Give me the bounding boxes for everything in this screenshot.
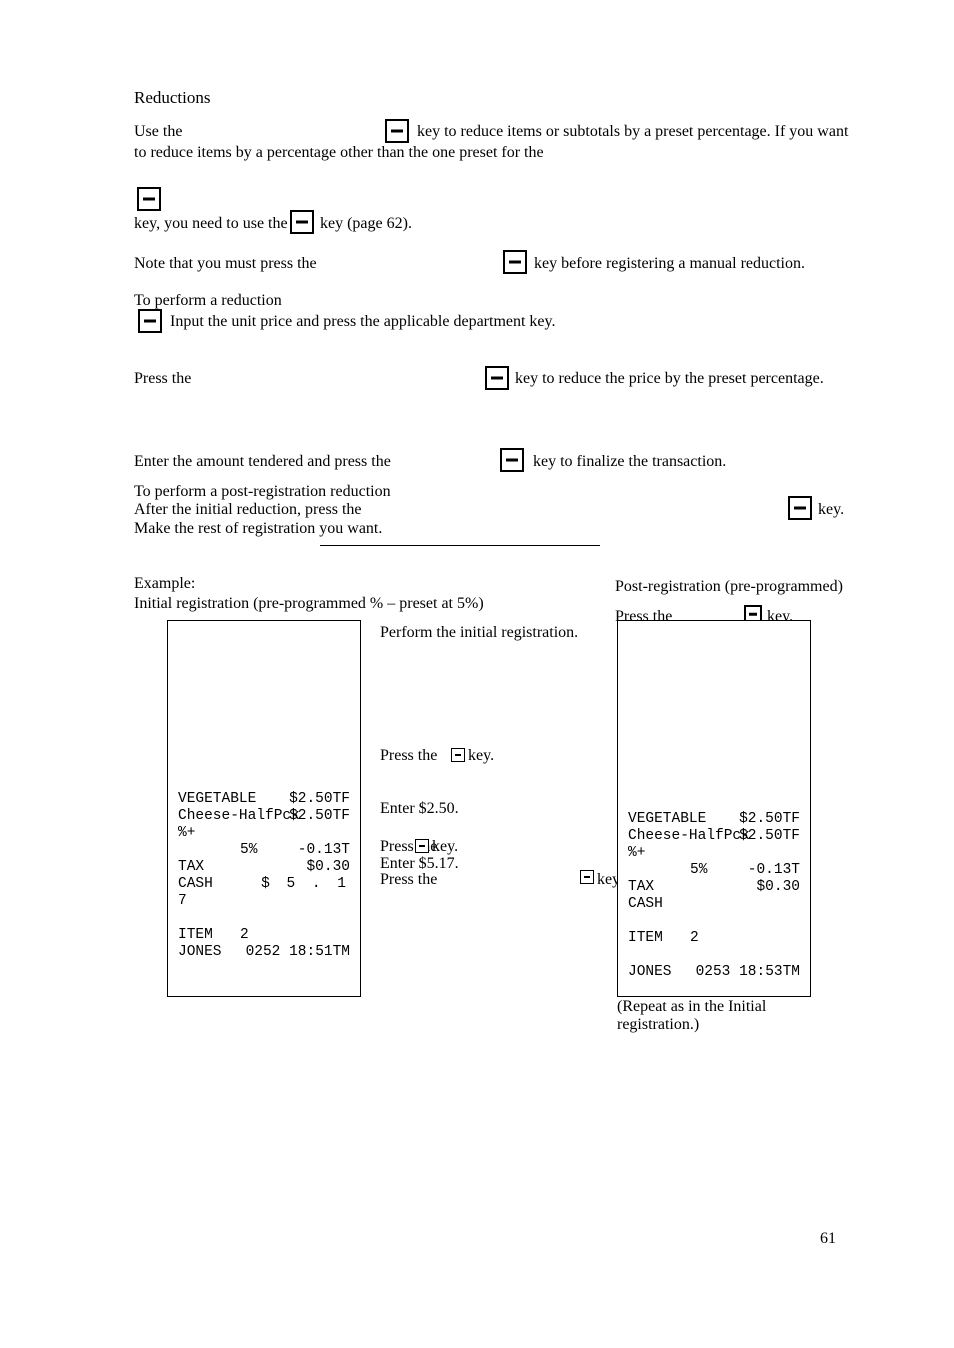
bullet-key-icon xyxy=(138,309,162,333)
section-b-title: To perform a post-registration reduction xyxy=(134,483,391,501)
r-right: $2.50TF xyxy=(739,828,800,845)
r-right: 0252 18:51TM xyxy=(246,944,350,961)
r-left: %+ xyxy=(178,825,195,842)
r-mid: 2 xyxy=(690,930,699,947)
mid-step-press-1b: key. xyxy=(468,747,494,765)
bullet-b-1b: key. xyxy=(818,501,844,519)
bullet-a-2-pre: Press the xyxy=(134,370,191,388)
r-mid: 2 xyxy=(240,927,249,944)
r-left: VEGETABLE xyxy=(628,811,706,828)
minus-key-icon xyxy=(451,748,465,762)
r-right: $2.50TF xyxy=(289,808,350,825)
r-right: $0.30 xyxy=(756,879,800,896)
r-right: $0.30 xyxy=(306,859,350,876)
intro-1a: Use the xyxy=(134,123,182,141)
bullet-b-1a: After the initial reduction, press the xyxy=(134,501,361,519)
r-left: Cheese-HalfPck xyxy=(178,808,300,825)
r-mid: 5% xyxy=(690,862,707,879)
bullet-a-3b: key to finalize the transaction. xyxy=(533,453,726,471)
minus-key-icon xyxy=(385,119,409,143)
r-left: VEGETABLE xyxy=(178,791,256,808)
r-left: CASH xyxy=(178,876,213,893)
r-left: %+ xyxy=(628,845,645,862)
r-left: ITEM xyxy=(178,927,213,944)
right-step-2: (Repeat as in the Initial registration.) xyxy=(617,998,812,1034)
minus-key-icon xyxy=(500,448,524,472)
minus-key-icon xyxy=(580,870,594,884)
minus-key-icon xyxy=(290,210,314,234)
minus-key-icon xyxy=(415,839,429,853)
mid-step-press-3a: Press the xyxy=(380,871,437,889)
mid-step-press-1a: Press the xyxy=(380,747,437,765)
bullet-a-2-post: key to reduce the price by the preset pe… xyxy=(515,370,824,388)
r-right: $2.50TF xyxy=(739,811,800,828)
minus-key-icon xyxy=(788,496,812,520)
receipt-right: VEGETABLE $2.50TF Cheese-HalfPck$2.50TF %… xyxy=(617,620,811,997)
r-left: ITEM xyxy=(628,930,663,947)
bullet-a-1: Input the unit price and press the appli… xyxy=(170,313,556,331)
intro-note-b: key before registering a manual reductio… xyxy=(534,255,805,273)
right-heading: Post-registration (pre-programmed) xyxy=(615,578,843,596)
page-number: 61 xyxy=(820,1230,836,1248)
r-left: TAX xyxy=(178,859,204,876)
minus-key-icon xyxy=(137,187,161,211)
section-c-title: Example: xyxy=(134,575,195,593)
r-left: JONES xyxy=(178,944,222,961)
r-left: Cheese-HalfPck xyxy=(628,828,750,845)
intro-3a-text: key, you need to use the xyxy=(134,215,288,233)
bullet-b-2: Make the rest of registration you want. xyxy=(134,520,382,538)
page-title: Reductions xyxy=(134,88,211,108)
mid-step-3: Enter $2.50. xyxy=(380,800,459,818)
page: Reductions Use the key to reduce items o… xyxy=(0,0,954,1348)
r-left: JONES xyxy=(628,964,672,981)
minus-key-icon xyxy=(503,250,527,274)
r-left: CASH xyxy=(628,896,663,913)
intro-1b: key to reduce items or subtotals by a pr… xyxy=(417,123,848,141)
r-left: TAX xyxy=(628,879,654,896)
separator-line xyxy=(320,545,600,546)
minus-key-icon xyxy=(485,366,509,390)
r-mid: 5% xyxy=(240,842,257,859)
bullet-a-3a: Enter the amount tendered and press the xyxy=(134,453,391,471)
receipt-left: VEGETABLE $2.50TF Cheese-HalfPck$2.50TF %… xyxy=(167,620,361,997)
intro-2: to reduce items by a percentage other th… xyxy=(134,144,544,162)
r-right: $ 5 . 1 xyxy=(261,876,350,893)
r-right: -0.13T xyxy=(298,842,350,859)
mid-step-1: Perform the initial registration. xyxy=(380,624,578,642)
example-subtitle: Initial registration (pre-programmed % –… xyxy=(134,595,484,613)
r-right: $2.50TF xyxy=(289,791,350,808)
intro-note-a: Note that you must press the xyxy=(134,255,317,273)
r-right: -0.13T xyxy=(748,862,800,879)
r-left: 7 xyxy=(178,893,187,910)
r-right: 0253 18:53TM xyxy=(696,964,800,981)
section-a-title: To perform a reduction xyxy=(134,292,282,310)
mid-step-press-2b: key. xyxy=(432,838,458,856)
intro-3b: key (page 62). xyxy=(320,215,412,233)
